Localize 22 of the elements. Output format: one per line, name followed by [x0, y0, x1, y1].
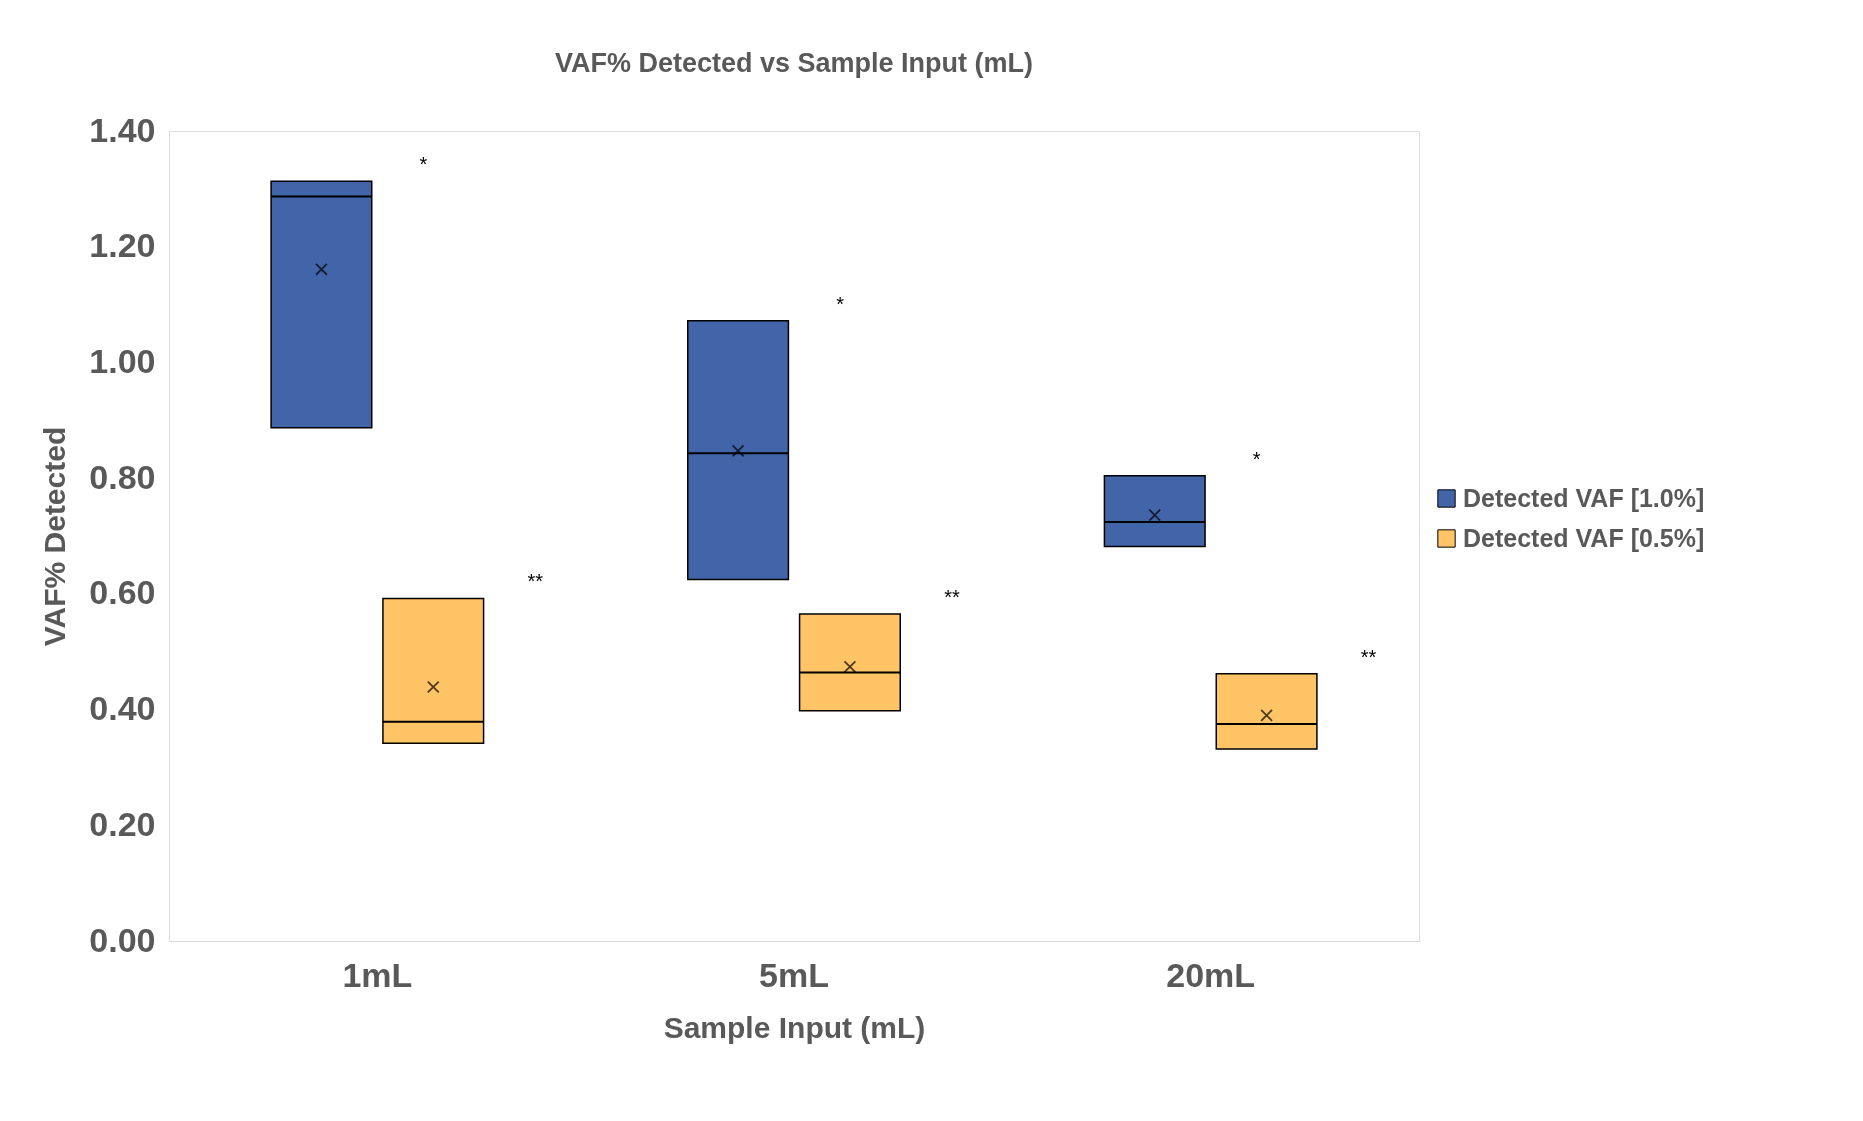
annotation: *: [836, 292, 845, 315]
chart-title: VAF% Detected vs Sample Input (mL): [554, 48, 1034, 78]
annotation: **: [944, 586, 960, 609]
annotation: *: [1252, 447, 1261, 470]
legend-label: Detected VAF [1.0%]: [1463, 483, 1705, 512]
x-axis-title: Sample Input (mL): [663, 1010, 926, 1044]
y-axis-title: VAF% Detected: [38, 426, 72, 647]
y-tick-label: 1.20: [89, 226, 156, 265]
y-tick-label: 1.00: [89, 341, 156, 380]
y-tick-label: 0.80: [89, 457, 156, 496]
y-tick-label: 0.20: [89, 804, 156, 843]
x-tick-label: 5mL: [759, 955, 829, 994]
legend-label: Detected VAF [0.5%]: [1463, 523, 1705, 552]
y-tick-label: 0.00: [89, 920, 156, 959]
y-tick-label: 0.40: [89, 689, 156, 728]
annotation: **: [1360, 645, 1377, 668]
y-tick-label: 1.40: [89, 110, 156, 149]
y-tick-label: 0.60: [89, 573, 156, 612]
annotation: **: [527, 570, 544, 593]
x-tick-label: 20mL: [1166, 955, 1256, 994]
x-tick-label: 1mL: [342, 955, 413, 994]
annotation: *: [419, 153, 428, 176]
